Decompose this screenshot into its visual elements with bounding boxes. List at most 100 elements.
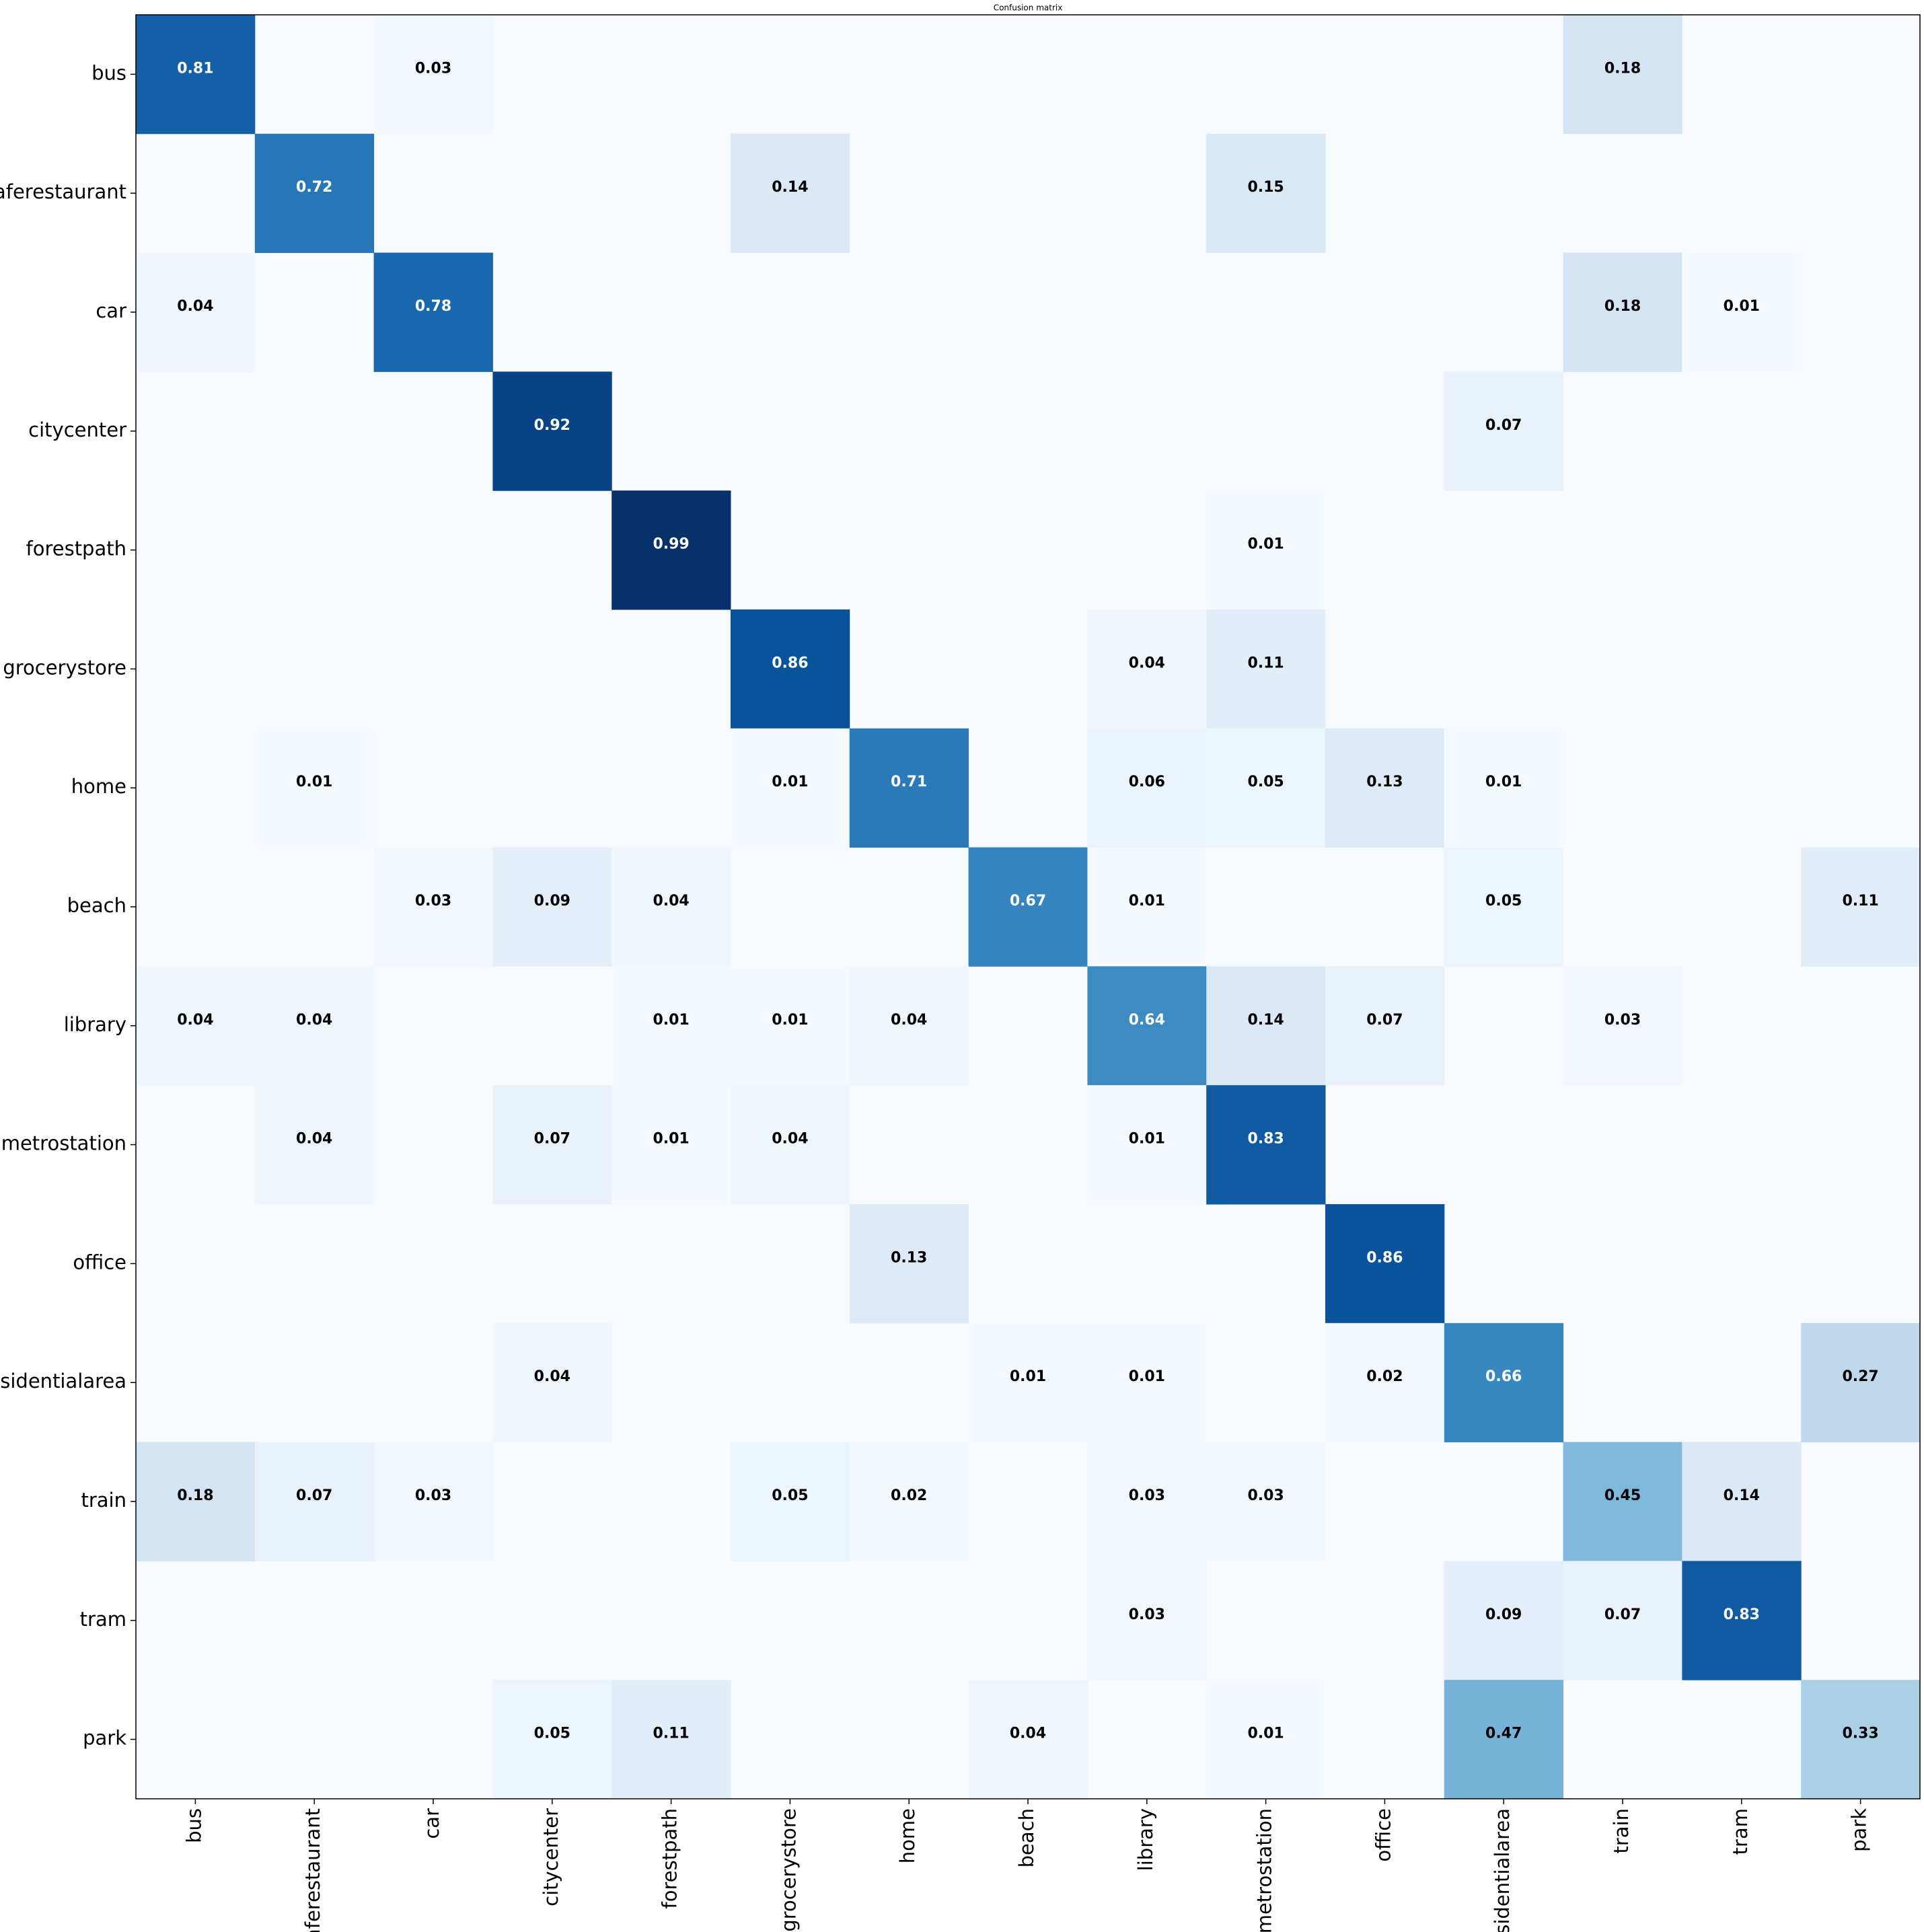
cell xyxy=(1682,1442,1802,1561)
cell xyxy=(731,1442,850,1561)
cell xyxy=(1325,966,1445,1086)
cell-label: 0.14 xyxy=(1247,1012,1284,1029)
cell xyxy=(1087,1561,1207,1680)
cell-label: 0.01 xyxy=(1129,1368,1165,1385)
cell-label: 0.07 xyxy=(1485,417,1522,434)
cell-label: 0.01 xyxy=(772,774,808,790)
cell xyxy=(1682,252,1802,372)
cell xyxy=(968,1680,1088,1799)
y-tick-label: residentialarea xyxy=(0,1370,126,1392)
y-tick-label: beach xyxy=(67,894,126,917)
cell xyxy=(1206,490,1326,610)
cell-label: 0.01 xyxy=(653,1131,689,1148)
cell-label: 0.18 xyxy=(1604,60,1641,77)
cell xyxy=(492,371,612,491)
cell-label: 0.14 xyxy=(1724,1487,1760,1504)
cell-label: 0.11 xyxy=(1247,655,1284,671)
cell xyxy=(968,1323,1088,1443)
cell xyxy=(1087,609,1207,729)
cell-label: 0.07 xyxy=(296,1487,332,1504)
x-tick-label: citycenter xyxy=(540,1808,562,1906)
cell xyxy=(136,1442,256,1561)
cell xyxy=(731,1085,850,1205)
cell-label: 0.45 xyxy=(1604,1487,1641,1504)
chart-title: Confusion matrix xyxy=(994,3,1063,13)
cell xyxy=(1206,609,1326,729)
cell-label: 0.02 xyxy=(1366,1368,1403,1385)
x-tick-label: grocerystore xyxy=(777,1808,800,1932)
cell xyxy=(1682,1561,1802,1680)
x-tick-label: train xyxy=(1610,1808,1633,1854)
cell xyxy=(849,1204,969,1324)
cell-label: 0.04 xyxy=(1010,1725,1046,1742)
cell-label: 0.01 xyxy=(653,1012,689,1029)
cell xyxy=(1087,728,1207,848)
cell xyxy=(1087,966,1207,1086)
cell-label: 0.14 xyxy=(772,179,808,196)
cell-label: 0.01 xyxy=(1129,1131,1165,1148)
cell xyxy=(1325,728,1445,848)
cell xyxy=(492,1680,612,1799)
cell-label: 0.92 xyxy=(534,417,570,434)
x-tick-label: bus xyxy=(182,1808,205,1843)
cell-label: 0.07 xyxy=(1604,1606,1641,1623)
cell-label: 0.04 xyxy=(534,1368,570,1385)
x-tick-label: forestpath xyxy=(659,1808,681,1909)
cell-label: 0.72 xyxy=(296,179,332,196)
cell-label: 0.81 xyxy=(177,60,213,77)
x-tick-label: home xyxy=(896,1808,919,1863)
cell xyxy=(1563,966,1682,1086)
cell xyxy=(1206,1085,1326,1205)
cell-label: 0.04 xyxy=(653,893,689,909)
cell-label: 0.86 xyxy=(1366,1249,1403,1266)
y-tick-label: park xyxy=(83,1727,126,1750)
cell-label: 0.04 xyxy=(1129,655,1165,671)
y-tick-label: home xyxy=(71,775,126,798)
cell-label: 0.03 xyxy=(1247,1487,1284,1504)
y-tick-label: citycenter xyxy=(28,418,126,441)
cell-label: 0.71 xyxy=(891,774,927,790)
cell xyxy=(492,847,612,967)
x-tick-label: car xyxy=(420,1808,443,1839)
cell-label: 0.66 xyxy=(1485,1368,1522,1385)
cell xyxy=(373,847,493,967)
cell xyxy=(254,966,375,1086)
y-tick-label: grocerystore xyxy=(3,656,126,679)
cell xyxy=(612,847,731,967)
cell-label: 0.05 xyxy=(772,1487,808,1504)
cell xyxy=(1563,252,1682,372)
x-tick-label: beach xyxy=(1015,1808,1038,1867)
x-tick-label: metrostation xyxy=(1253,1808,1276,1932)
cell-label: 0.99 xyxy=(653,536,689,553)
cell-label: 0.05 xyxy=(534,1725,570,1742)
cell-label: 0.05 xyxy=(1247,774,1284,790)
cell xyxy=(1801,1323,1921,1443)
y-tick-label: bus xyxy=(91,61,126,84)
cell-label: 0.01 xyxy=(1010,1368,1046,1385)
cell-label: 0.03 xyxy=(1604,1012,1641,1029)
cell-label: 0.04 xyxy=(177,1012,213,1029)
cell xyxy=(612,966,731,1086)
cell-label: 0.01 xyxy=(772,1012,808,1029)
cell-label: 0.01 xyxy=(1247,1725,1284,1742)
cell-label: 0.83 xyxy=(1247,1131,1284,1148)
cell xyxy=(254,133,375,254)
cell-label: 0.07 xyxy=(534,1131,570,1148)
cell xyxy=(1206,1680,1326,1799)
cell xyxy=(1444,371,1564,491)
cell-label: 0.04 xyxy=(177,298,213,315)
y-tick-label: office xyxy=(73,1251,126,1273)
cell xyxy=(731,966,850,1086)
cell-label: 0.04 xyxy=(772,1131,808,1148)
cell xyxy=(373,1442,493,1561)
cell-label: 0.03 xyxy=(1129,1606,1165,1623)
cell-label: 0.01 xyxy=(1724,298,1760,315)
cell-label: 0.01 xyxy=(1485,774,1522,790)
cell xyxy=(1444,728,1564,848)
cell-label: 0.03 xyxy=(1129,1487,1165,1504)
cell xyxy=(373,15,493,135)
cell-label: 0.04 xyxy=(296,1131,332,1148)
y-tick-label: library xyxy=(64,1013,126,1036)
y-tick-label: forestpath xyxy=(26,537,127,560)
